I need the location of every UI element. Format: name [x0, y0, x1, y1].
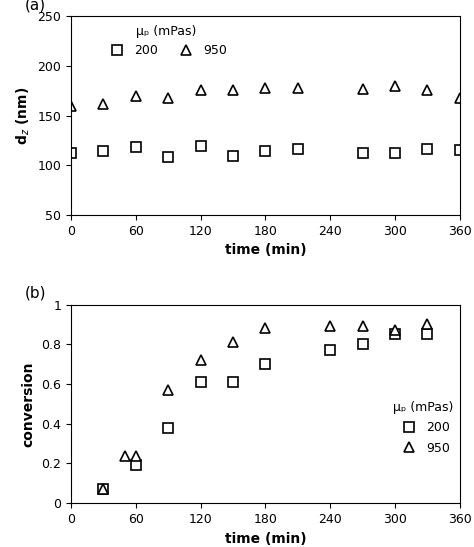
950 — [360, 323, 365, 330]
200 — [133, 462, 139, 469]
950 — [133, 452, 139, 459]
200 — [360, 149, 365, 156]
Legend: 200, 950: 200, 950 — [105, 25, 228, 57]
950 — [230, 86, 236, 93]
200 — [425, 331, 430, 337]
950 — [165, 387, 171, 393]
Line: 200: 200 — [99, 329, 432, 494]
950 — [230, 339, 236, 346]
200 — [133, 143, 139, 150]
950 — [457, 95, 463, 101]
200 — [360, 341, 365, 347]
950 — [198, 86, 203, 93]
200 — [392, 331, 398, 337]
X-axis label: time (min): time (min) — [225, 532, 306, 545]
950 — [263, 325, 268, 331]
200 — [328, 347, 333, 353]
950 — [100, 486, 106, 493]
Text: (b): (b) — [25, 286, 46, 300]
950 — [263, 85, 268, 91]
200 — [198, 379, 203, 385]
200 — [295, 146, 301, 152]
200 — [100, 147, 106, 154]
200 — [230, 379, 236, 385]
950 — [133, 92, 139, 99]
950 — [165, 95, 171, 101]
200 — [230, 152, 236, 159]
Legend: 200, 950: 200, 950 — [393, 401, 454, 455]
950 — [100, 101, 106, 107]
200 — [392, 149, 398, 156]
950 — [425, 86, 430, 93]
950 — [392, 327, 398, 334]
Text: (a): (a) — [25, 0, 46, 13]
950 — [295, 85, 301, 91]
950 — [425, 321, 430, 328]
200 — [263, 147, 268, 154]
200 — [165, 154, 171, 161]
200 — [198, 142, 203, 149]
200 — [100, 486, 106, 493]
200 — [457, 146, 463, 153]
950 — [68, 102, 74, 109]
X-axis label: time (min): time (min) — [225, 243, 306, 258]
950 — [392, 83, 398, 89]
Line: 950: 950 — [66, 81, 465, 110]
Line: 950: 950 — [99, 319, 432, 494]
200 — [68, 149, 74, 156]
200 — [425, 146, 430, 152]
950 — [198, 357, 203, 363]
950 — [328, 323, 333, 330]
200 — [263, 361, 268, 368]
950 — [360, 86, 365, 92]
Y-axis label: conversion: conversion — [22, 361, 36, 447]
Line: 200: 200 — [66, 141, 465, 162]
200 — [165, 424, 171, 431]
Y-axis label: d$_z$ (nm): d$_z$ (nm) — [15, 86, 32, 145]
950 — [122, 452, 128, 459]
